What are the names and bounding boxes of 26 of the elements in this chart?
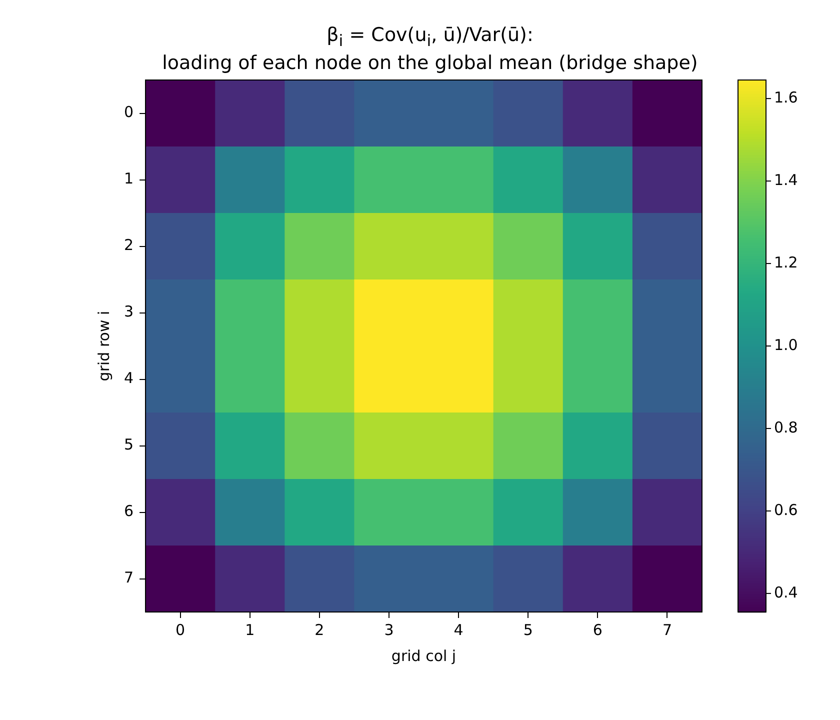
y-tick-label: 4	[124, 369, 134, 388]
x-tick-label: 5	[523, 620, 533, 639]
x-tick-label: 4	[454, 620, 464, 639]
x-tick-label: 6	[592, 620, 602, 639]
y-tick-label: 6	[124, 502, 134, 520]
x-tick-label: 2	[314, 620, 324, 639]
x-tick-label: 3	[384, 620, 394, 639]
x-tick-label: 1	[245, 620, 255, 639]
color-bar-label: 0.6	[774, 500, 798, 519]
color-bar-label: 1.4	[774, 170, 798, 189]
color-bar-label: 0.4	[774, 583, 798, 602]
x-tick-label: 0	[176, 620, 186, 639]
y-tick-label: 0	[124, 103, 134, 122]
y-tick-label: 3	[124, 302, 134, 321]
color-bar-label: 1.2	[774, 253, 798, 272]
y-axis-title: grid row i	[94, 310, 113, 382]
chart-title: β$_{i}$ = Cov(u$_{i}$, ū)/Var(ū): loading of each node on the global mean (bridge shape)	[161, 24, 699, 75]
color-bar-label: 1.0	[774, 336, 798, 354]
x-tick-label: 7	[662, 620, 672, 639]
y-tick-label: 1	[124, 170, 134, 188]
color-bar-label: 1.6	[774, 88, 798, 106]
y-tick-label: 2	[124, 236, 134, 254]
y-tick-label: 7	[124, 568, 134, 587]
x-axis-title: grid col j	[391, 646, 456, 665]
color-bar-label: 0.8	[774, 418, 798, 436]
y-tick-label: 5	[124, 436, 134, 454]
